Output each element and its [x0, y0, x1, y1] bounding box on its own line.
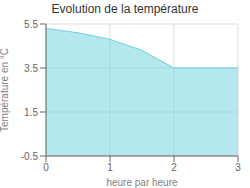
svg-text:0: 0 — [43, 162, 49, 173]
svg-text:2: 2 — [171, 162, 177, 173]
html-text:Evolution de la température: Evolution de la température — [51, 2, 199, 16]
svg-text:3.5: 3.5 — [24, 63, 38, 74]
svg-text:-0.5: -0.5 — [21, 151, 39, 162]
svg-text:1.5: 1.5 — [24, 107, 38, 118]
svg-text:heure par heure: heure par heure — [106, 177, 178, 188]
svg-text:5.5: 5.5 — [24, 19, 38, 30]
svg-text:Température en °C: Température en °C — [8, 48, 10, 132]
svg-text:3: 3 — [235, 162, 241, 173]
svg-text:1: 1 — [107, 162, 113, 173]
